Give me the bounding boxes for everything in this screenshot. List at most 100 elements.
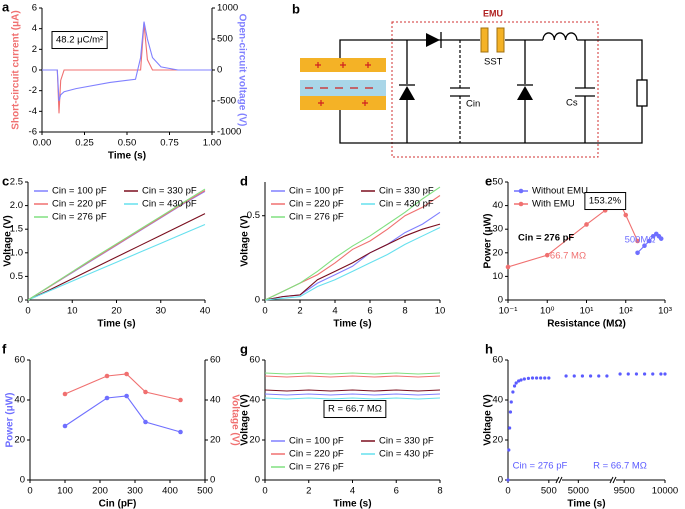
data-point bbox=[547, 376, 551, 380]
y-tick-label: 2.0 bbox=[10, 200, 23, 211]
data-point bbox=[623, 212, 629, 218]
emu-box bbox=[391, 21, 599, 158]
emu-label: EMU bbox=[483, 8, 503, 18]
y-axis-label: Voltage (V) bbox=[3, 215, 14, 266]
series-line bbox=[264, 393, 441, 396]
sst bbox=[496, 27, 505, 53]
data-point bbox=[647, 238, 652, 244]
x-axis-label: Time (s) bbox=[108, 151, 146, 162]
legend-label: Cin = 100 pF bbox=[52, 186, 107, 197]
y2-tick-label: 0 bbox=[210, 475, 215, 486]
x-tick-label: 10¹ bbox=[580, 306, 594, 317]
annotation: 66.7 MΩ bbox=[550, 251, 586, 262]
x-tick-label: 5000 bbox=[568, 486, 589, 497]
capacitor bbox=[575, 40, 595, 143]
y2-tick-label: -1000 bbox=[217, 127, 241, 138]
data-point bbox=[104, 395, 110, 401]
x-tick-label: 4 bbox=[332, 306, 337, 317]
circuit-diagram: b EMU Cin SST Cs bbox=[292, 1, 648, 158]
legend-label: Cin = 430 pF bbox=[142, 199, 197, 210]
x-tick-label: 10 bbox=[435, 306, 446, 317]
y-tick-label: 0 bbox=[498, 475, 503, 486]
series-line bbox=[264, 223, 441, 301]
series-line bbox=[27, 223, 206, 301]
x-tick-label: 100 bbox=[57, 486, 73, 497]
series-line bbox=[42, 21, 212, 102]
x-tick-label: 9500 bbox=[614, 486, 635, 497]
y-tick-label: 0 bbox=[32, 65, 37, 76]
data-point bbox=[663, 372, 667, 376]
y-tick-label: 40 bbox=[492, 395, 503, 406]
data-point bbox=[635, 238, 640, 244]
data-point bbox=[511, 390, 515, 394]
y-axis-label: Short-circuit current (μA) bbox=[11, 10, 22, 129]
x-tick-label: 0 bbox=[25, 306, 30, 317]
series-line bbox=[264, 227, 441, 301]
y-tick-label: 20 bbox=[492, 247, 503, 258]
x-tick-label: 200 bbox=[92, 486, 108, 497]
data-point bbox=[512, 384, 517, 388]
y2-tick-label: 0 bbox=[217, 65, 222, 76]
data-point bbox=[626, 372, 630, 376]
series-line bbox=[264, 372, 441, 375]
data-point bbox=[618, 372, 622, 376]
panel-label: d bbox=[240, 173, 248, 188]
series-line bbox=[64, 395, 181, 433]
x-tick-label: 30 bbox=[155, 306, 166, 317]
y-tick-label: 1.0 bbox=[10, 247, 23, 258]
diode bbox=[426, 33, 440, 47]
data-point bbox=[104, 373, 110, 379]
x-axis-label: Resistance (MΩ) bbox=[547, 319, 626, 330]
y-axis-label: Voltage (V) bbox=[483, 394, 494, 445]
data-point bbox=[62, 391, 68, 397]
y-tick-label: 50 bbox=[492, 177, 503, 188]
annotation: Cin = 276 pF bbox=[518, 233, 574, 244]
x-tick-label: 0 bbox=[262, 486, 267, 497]
wire bbox=[339, 39, 643, 144]
data-point bbox=[143, 389, 148, 395]
x-tick-label: 2 bbox=[297, 306, 302, 317]
x-tick-label: 500 bbox=[197, 486, 213, 497]
legend-label: Cin = 220 pF bbox=[289, 199, 344, 210]
data-point bbox=[564, 374, 568, 378]
data-point bbox=[506, 478, 510, 482]
x-axis-label: Time (s) bbox=[567, 499, 605, 509]
x-tick-label: 10⁻¹ bbox=[499, 306, 518, 317]
annotation-box bbox=[51, 31, 108, 50]
data-point bbox=[505, 264, 511, 270]
x-tick-label: 0 bbox=[505, 486, 510, 497]
legend-marker bbox=[518, 188, 524, 194]
panel-label: h bbox=[485, 341, 493, 356]
x-tick-label: 1.00 bbox=[203, 138, 222, 149]
series-line bbox=[264, 186, 441, 301]
data-point bbox=[588, 374, 593, 378]
x-axis-label: Cin (pF) bbox=[99, 499, 137, 509]
component-label: Cin bbox=[466, 99, 480, 110]
y-tick-label: 0 bbox=[255, 295, 260, 306]
data-point bbox=[124, 371, 129, 377]
data-point bbox=[658, 236, 664, 241]
y2-tick-label: 500 bbox=[217, 34, 233, 45]
x-tick-label: 10⁰ bbox=[540, 306, 555, 317]
x-tick-label: 0.75 bbox=[160, 138, 179, 149]
data-point bbox=[544, 252, 550, 258]
y-axis-label: Power (μW) bbox=[483, 213, 494, 268]
data-point bbox=[508, 410, 513, 414]
x-tick-label: 0 bbox=[262, 306, 267, 317]
axis-break bbox=[555, 476, 563, 484]
y-tick-label: 6 bbox=[32, 3, 37, 14]
panel-label: b bbox=[292, 1, 300, 16]
data-point bbox=[572, 374, 576, 378]
panel-label: a bbox=[2, 0, 10, 14]
data-point bbox=[519, 378, 523, 382]
data-point bbox=[514, 381, 518, 385]
data-point bbox=[526, 376, 531, 380]
electrode bbox=[300, 96, 386, 110]
data-point bbox=[124, 393, 129, 399]
data-point bbox=[530, 376, 535, 380]
annotation: Cin = 276 pF bbox=[513, 461, 568, 472]
y2-axis-label: Voltage (V) bbox=[229, 394, 240, 445]
legend-label: Without EMU bbox=[532, 186, 588, 197]
y-tick-label: 0.5 bbox=[10, 271, 23, 282]
